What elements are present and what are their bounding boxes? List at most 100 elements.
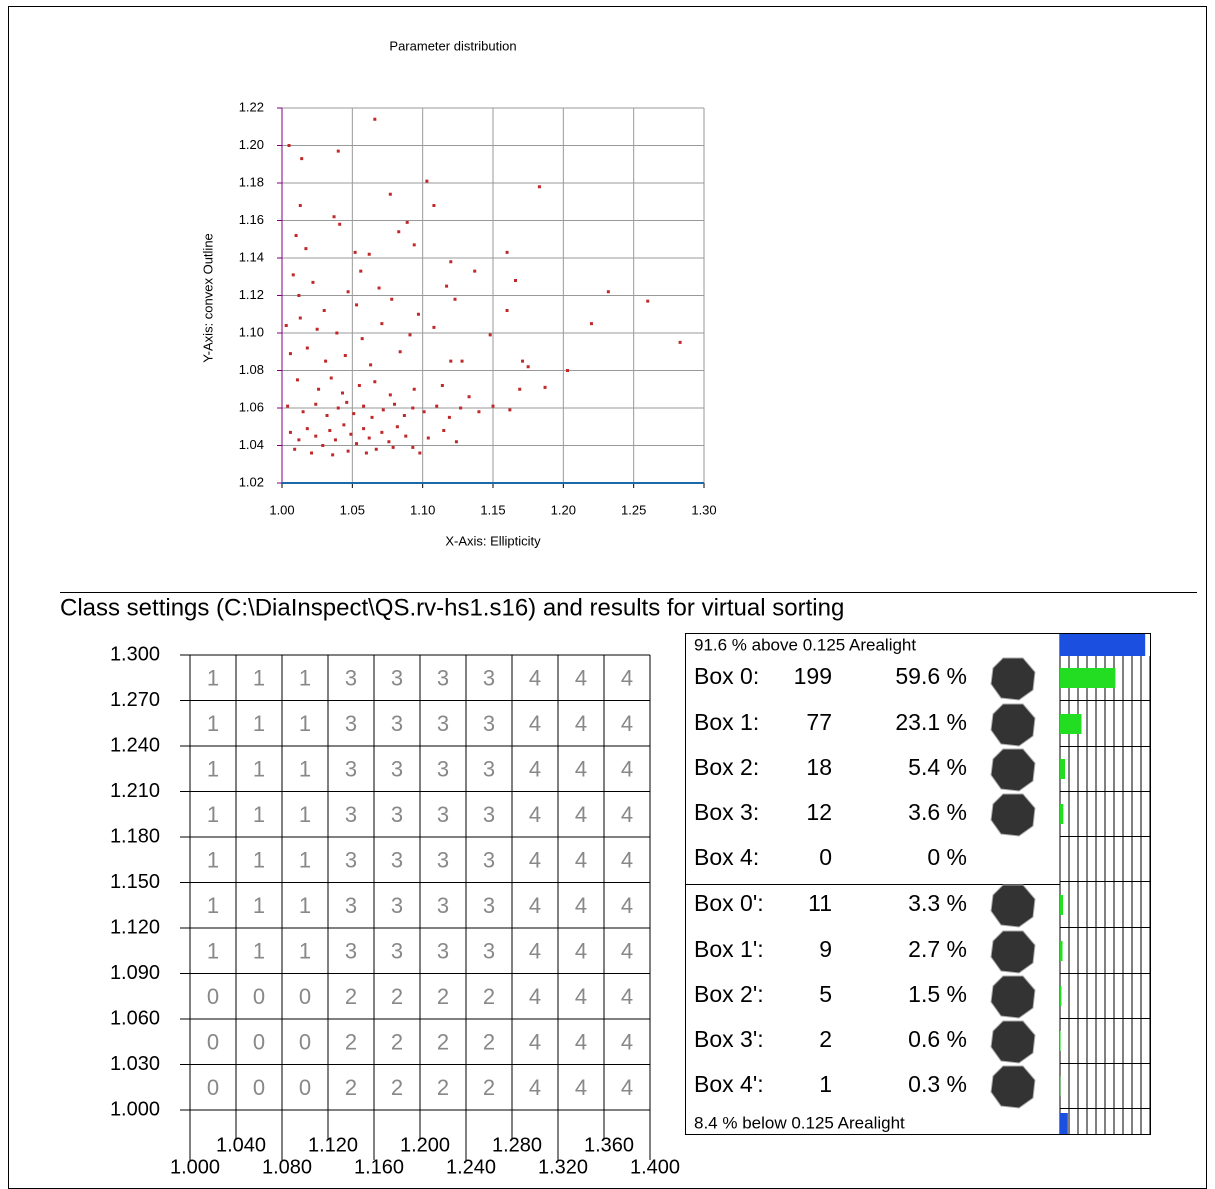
point xyxy=(606,290,610,294)
cell: 1 xyxy=(299,939,311,964)
cell: 4 xyxy=(575,1030,587,1055)
point xyxy=(380,322,384,326)
box-percent: 1.5 % xyxy=(908,981,967,1007)
cell: 1 xyxy=(207,757,219,782)
point xyxy=(317,387,321,391)
point xyxy=(360,337,364,341)
y-tick-label: 1.16 xyxy=(239,212,264,227)
cell: 3 xyxy=(391,939,403,964)
point xyxy=(322,309,326,312)
point xyxy=(353,250,357,254)
point xyxy=(336,149,340,153)
box-count: 0 xyxy=(819,844,832,870)
cell: 2 xyxy=(391,984,403,1009)
point xyxy=(336,406,340,410)
point xyxy=(349,432,353,436)
point xyxy=(328,429,332,432)
cell: 4 xyxy=(575,939,587,964)
point xyxy=(449,359,453,363)
point xyxy=(362,404,366,408)
point xyxy=(387,440,391,444)
class-title: Class settings (C:\DiaInspect\QS.rv-hs1.… xyxy=(60,594,844,621)
point xyxy=(304,247,308,251)
point xyxy=(566,369,570,372)
thumbnail xyxy=(990,703,1036,747)
x-tick-label: 1.240 xyxy=(446,1156,496,1178)
cell: 2 xyxy=(437,984,449,1009)
cell: 1 xyxy=(299,757,311,782)
thumbnail xyxy=(990,793,1036,837)
box-name: Box 4': xyxy=(694,1071,764,1097)
point xyxy=(405,220,409,224)
point xyxy=(391,445,395,449)
cell: 4 xyxy=(575,757,587,782)
cell: 2 xyxy=(483,1075,495,1100)
point xyxy=(388,393,392,397)
point xyxy=(369,363,373,367)
box-percent: 5.4 % xyxy=(908,754,967,780)
cell: 1 xyxy=(207,893,219,918)
point xyxy=(332,215,336,219)
cell: 3 xyxy=(345,893,357,918)
x-tick-label: 1.160 xyxy=(354,1156,404,1178)
point xyxy=(288,430,292,434)
x-tick-label: 1.360 xyxy=(584,1134,634,1156)
box-percent: 23.1 % xyxy=(895,709,967,735)
point xyxy=(447,415,451,419)
point xyxy=(589,322,593,326)
point xyxy=(411,406,415,410)
point xyxy=(355,442,359,446)
cell: 2 xyxy=(483,984,495,1009)
point xyxy=(324,359,328,363)
box-percent: 2.7 % xyxy=(908,936,967,962)
point xyxy=(442,429,446,432)
box-count: 5 xyxy=(819,981,832,1007)
y-axis-label: Y-Axis: convex Outline xyxy=(200,233,215,363)
cell: 0 xyxy=(253,984,265,1009)
cell: 4 xyxy=(621,939,633,964)
point xyxy=(338,222,342,226)
cell: 2 xyxy=(391,1075,403,1100)
point xyxy=(286,404,290,408)
box-count: 77 xyxy=(806,709,832,735)
point xyxy=(311,280,315,284)
point xyxy=(473,269,477,273)
point xyxy=(411,445,415,449)
x-tick-label: 1.080 xyxy=(262,1156,312,1178)
cell: 3 xyxy=(391,757,403,782)
cell: 4 xyxy=(575,984,587,1009)
cell: 3 xyxy=(437,893,449,918)
cell: 1 xyxy=(253,848,265,873)
point xyxy=(314,434,318,438)
point xyxy=(287,144,291,147)
above-label: 91.6 % above 0.125 Arealight xyxy=(694,635,916,654)
point xyxy=(315,327,319,331)
x-tick-label: 1.120 xyxy=(308,1134,358,1156)
point xyxy=(305,427,309,431)
y-tick-label: 1.060 xyxy=(110,1007,160,1029)
cell: 4 xyxy=(529,802,541,827)
point xyxy=(390,297,394,301)
point xyxy=(294,234,298,237)
point xyxy=(477,410,481,414)
box-percent: 0.3 % xyxy=(908,1071,967,1097)
cell: 4 xyxy=(621,1075,633,1100)
x-tick-label: 1.320 xyxy=(538,1156,588,1178)
above-bar xyxy=(1060,634,1146,656)
cell: 4 xyxy=(621,757,633,782)
percent-bar xyxy=(1060,804,1064,824)
percent-bar xyxy=(1060,986,1062,1006)
box-count: 2 xyxy=(819,1026,832,1052)
cell: 3 xyxy=(391,666,403,691)
point xyxy=(445,284,449,288)
point xyxy=(514,279,518,282)
cell: 4 xyxy=(621,984,633,1009)
point xyxy=(416,312,420,316)
thumbnail xyxy=(990,1020,1036,1064)
box-name: Box 4: xyxy=(694,844,759,870)
cell: 2 xyxy=(345,1075,357,1100)
point xyxy=(333,438,337,442)
point xyxy=(357,384,361,387)
cell: 1 xyxy=(207,939,219,964)
cell: 3 xyxy=(437,939,449,964)
